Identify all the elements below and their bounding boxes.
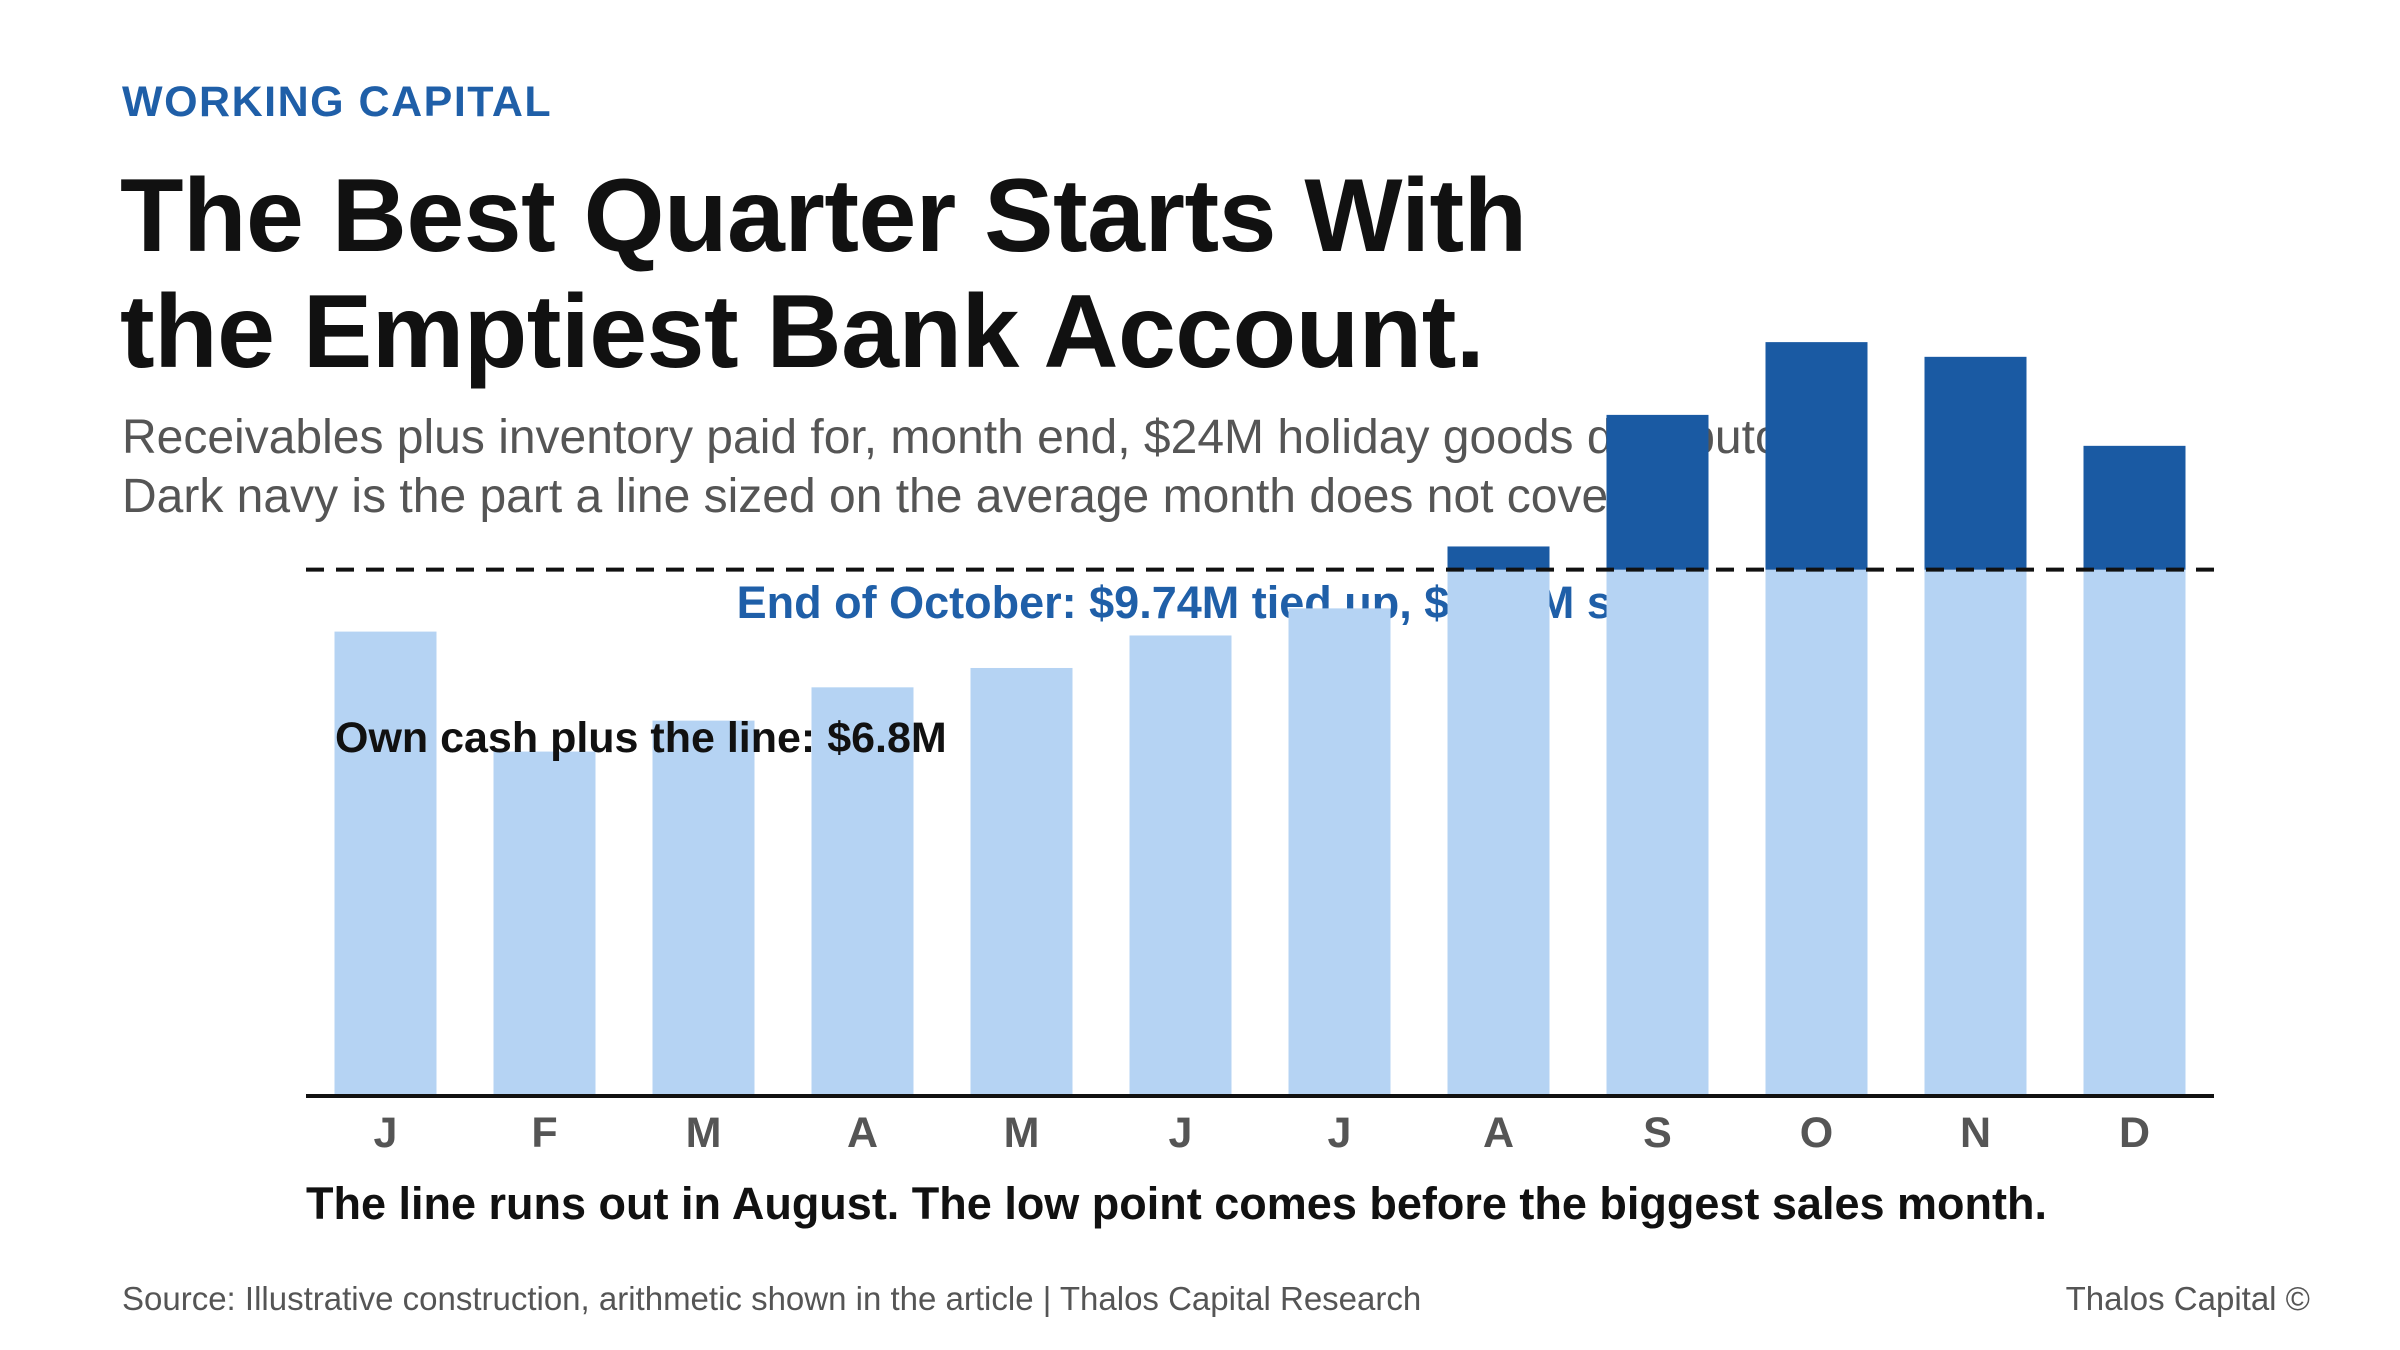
x-tick-label-8: S <box>1643 1109 1672 1157</box>
x-tick-label-5: J <box>1169 1109 1193 1157</box>
bar-8-covered <box>1606 569 1709 1096</box>
headline-line-2: the Emptiest Bank Account. <box>120 274 1485 390</box>
x-tick-label-4: M <box>1004 1109 1040 1157</box>
bar-1 <box>493 751 596 1096</box>
bar-chart: End of October: $9.74M tied up, $2.94M s… <box>306 342 2214 1157</box>
x-tick-label-1: F <box>531 1109 557 1157</box>
bar-6 <box>1288 608 1391 1096</box>
bar-group <box>334 342 2186 1096</box>
bar-10-covered <box>1924 569 2027 1096</box>
bar-8-uncovered <box>1606 414 1709 570</box>
bar-3 <box>811 687 914 1096</box>
headline: The Best Quarter Starts With the Empties… <box>120 158 2120 390</box>
bar-10-uncovered <box>1924 356 2027 570</box>
headline-line-1: The Best Quarter Starts With <box>120 158 1527 274</box>
x-tick-label-3: A <box>847 1109 878 1157</box>
x-tick-label-7: A <box>1483 1109 1514 1157</box>
eyebrow: WORKING CAPITAL <box>122 78 553 126</box>
bar-4 <box>970 667 1073 1096</box>
x-tick-label-10: N <box>1960 1109 1991 1157</box>
chart-title: End of October: $9.74M tied up, $2.94M s… <box>737 577 1700 628</box>
bar-7-uncovered <box>1447 546 1550 570</box>
x-tick-label-0: J <box>374 1109 398 1157</box>
brand-mark: Thalos Capital © <box>2065 1280 2310 1317</box>
x-tick-label-2: M <box>686 1109 722 1157</box>
subtitle-line-2: Dark navy is the part a line sized on th… <box>122 470 1635 523</box>
chart-caption: The line runs out in August. The low poi… <box>306 1178 2047 1229</box>
bar-11-covered <box>2083 569 2186 1096</box>
bar-2 <box>652 720 755 1096</box>
x-tick-label-9: O <box>1800 1109 1833 1157</box>
source-note: Source: Illustrative construction, arith… <box>122 1280 1422 1317</box>
bar-5 <box>1129 635 1232 1096</box>
bar-0 <box>334 631 437 1096</box>
bar-11-uncovered <box>2083 445 2186 570</box>
bar-9-covered <box>1765 569 1868 1096</box>
bar-9-uncovered <box>1765 342 1868 570</box>
x-tick-label-6: J <box>1328 1109 1352 1157</box>
subtitle-line-1: Receivables plus inventory paid for, mon… <box>122 411 1809 464</box>
bar-7-covered <box>1447 569 1550 1096</box>
subtitle: Receivables plus inventory paid for, mon… <box>122 408 2322 526</box>
reference-line-label: Own cash plus the line: $6.8M <box>335 714 947 762</box>
x-tick-label-11: D <box>2119 1109 2150 1157</box>
